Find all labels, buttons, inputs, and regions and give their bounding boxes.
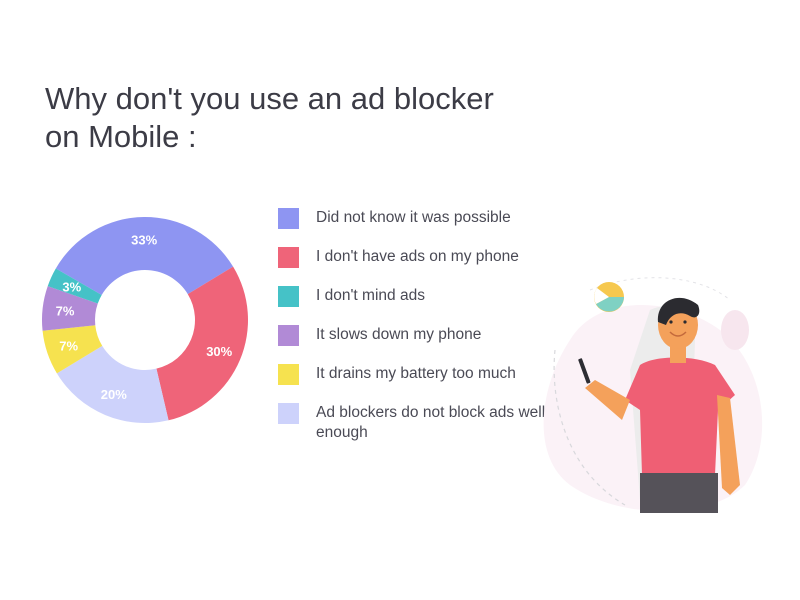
page-title: Why don't you use an ad blocker on Mobil… (45, 80, 565, 156)
legend-item: It slows down my phone (278, 325, 548, 346)
donut-slice (156, 266, 249, 421)
legend-item: Ad blockers do not block ads well enough (278, 403, 548, 443)
legend-swatch (278, 403, 299, 424)
donut-slice (42, 325, 103, 374)
slice-value-label: 7% (59, 339, 78, 354)
legend-item: Did not know it was possible (278, 208, 548, 229)
chart-legend: Did not know it was possible I don't have… (278, 208, 548, 462)
legend-label: Did not know it was possible (316, 209, 511, 226)
legend-item: I don't have ads on my phone (278, 247, 548, 268)
legend-swatch (278, 325, 299, 346)
legend-item: I don't mind ads (278, 286, 548, 307)
legend-swatch (278, 208, 299, 229)
slice-value-label: 30% (206, 344, 232, 359)
donut-slice (55, 217, 234, 295)
legend-label: It slows down my phone (316, 326, 482, 343)
legend-label: I don't mind ads (316, 287, 425, 304)
title-line-2: on Mobile : (45, 119, 197, 154)
donut-chart: 33% 30% 20% 7% 7% 3% (42, 217, 249, 423)
donut-slice (42, 286, 98, 331)
slice-value-label: 33% (131, 233, 157, 248)
legend-label: Ad blockers do not block ads well enough (316, 404, 546, 441)
donut-slice (47, 268, 102, 304)
legend-label: I don't have ads on my phone (316, 248, 519, 265)
slice-value-label: 3% (62, 279, 81, 294)
legend-label: It drains my battery too much (316, 365, 516, 382)
legend-item: It drains my battery too much (278, 364, 548, 385)
slice-value-label: 7% (56, 304, 75, 319)
legend-swatch (278, 247, 299, 268)
donut-slice (56, 345, 169, 423)
legend-swatch (278, 286, 299, 307)
man-with-phone-icon (543, 277, 763, 513)
title-line-1: Why don't you use an ad blocker (45, 81, 494, 116)
slice-value-label: 20% (101, 387, 127, 402)
legend-swatch (278, 364, 299, 385)
